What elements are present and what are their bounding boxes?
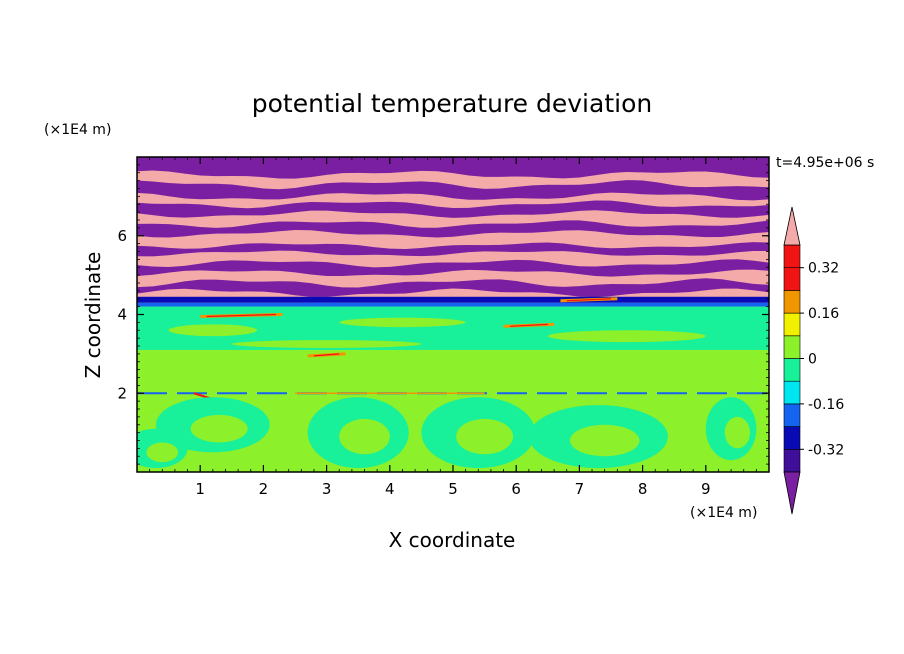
y-tick-label-3: 6	[117, 227, 127, 245]
colorbar-segment-1	[783, 448, 801, 473]
plume-core-3	[456, 418, 514, 455]
x-tick-label-8: 8	[638, 480, 648, 498]
colorbar-extend-max	[783, 206, 801, 246]
colorbar-tick-label-1: 0.32	[808, 261, 839, 277]
plume-core-4	[569, 424, 640, 457]
y-axis-label: Z coordinate	[81, 252, 105, 379]
purple-band-1	[137, 157, 769, 179]
field-interface-blue	[137, 302, 769, 307]
time-label: t=4.95e+06 s	[776, 155, 874, 171]
colorbar-segment-7	[783, 312, 801, 337]
colorbar-segment-3	[783, 403, 801, 427]
purple-band-4	[137, 220, 769, 238]
x-tick-label-6: 6	[511, 480, 521, 498]
plume-core-6	[724, 416, 751, 449]
y-tick-label-2: 4	[117, 306, 127, 324]
hot-streak-3	[509, 323, 548, 327]
x-tick-label-1: 1	[195, 480, 205, 498]
colorbar-segment-10	[783, 244, 801, 269]
plume-core-5	[146, 442, 179, 463]
lime-patch-2	[339, 317, 466, 328]
colorbar-segment-4	[783, 380, 801, 405]
field-interface-darkblue	[137, 296, 769, 303]
hot-streak-1	[206, 313, 277, 318]
colorbar-tick-label-3: 0	[808, 352, 817, 368]
colorbar-extend-min	[783, 471, 801, 515]
x-tick-label-3: 3	[322, 480, 332, 498]
plume-core-1	[190, 414, 248, 443]
colorbar-segment-8	[783, 290, 801, 314]
y-axis: 2 4 6	[117, 164, 769, 465]
purple-band-5	[137, 242, 769, 257]
x-axis-label: X coordinate	[389, 528, 516, 552]
colorbar-segment-5	[783, 358, 801, 382]
colorbar-tick-label-2: 0.16	[808, 306, 839, 322]
hot-streak-2	[313, 353, 340, 357]
hot-streak-4	[566, 298, 612, 302]
y-unit-label: (×1E4 m)	[44, 122, 111, 138]
colorbar-segment-2	[783, 426, 801, 450]
plume-core-2	[339, 418, 390, 455]
x-axis: 1 2 3 4 5 6 7 8 9	[149, 157, 770, 498]
colorbar-segment-9	[783, 267, 801, 291]
purple-band-3	[137, 200, 769, 218]
purple-band-7	[137, 278, 769, 298]
colorbar-tick-label-5: -0.32	[808, 442, 844, 458]
purple-band-6	[137, 259, 769, 277]
lime-patch-4	[231, 340, 422, 348]
lime-patch-3	[547, 330, 706, 343]
chart-title: potential temperature deviation	[252, 89, 652, 118]
lime-patch-1	[168, 324, 258, 337]
x-tick-label-7: 7	[575, 480, 585, 498]
y-tick-label-1: 2	[117, 384, 127, 402]
colorbar-segment-6	[783, 335, 801, 359]
colorbar: 0.32 0.16 0 -0.16 -0.32	[783, 206, 844, 515]
x-tick-label-4: 4	[385, 480, 395, 498]
plot-area	[137, 157, 769, 472]
x-unit-label: (×1E4 m)	[690, 505, 757, 521]
x-tick-label-9: 9	[701, 480, 711, 498]
colorbar-tick-label-4: -0.16	[808, 397, 844, 413]
x-tick-label-5: 5	[448, 480, 458, 498]
purple-band-2	[137, 180, 769, 201]
x-tick-label-2: 2	[259, 480, 269, 498]
